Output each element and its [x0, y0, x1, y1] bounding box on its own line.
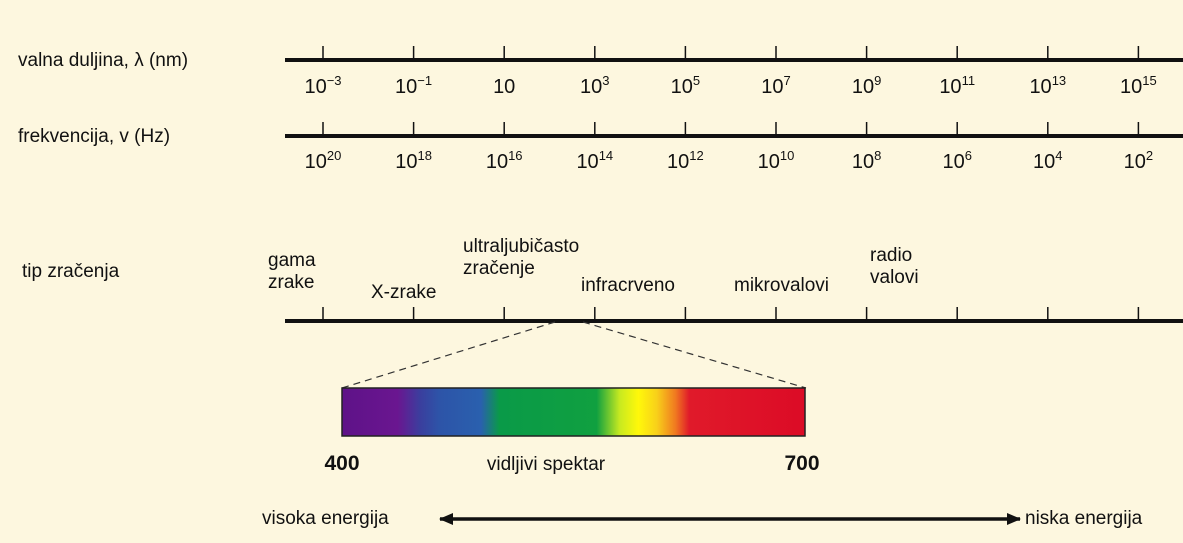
radio-waves-label: radio valovi: [870, 245, 919, 288]
frequency-tick-label-exponent: 20: [326, 148, 342, 163]
radiation-type-row-label: tip zračenja: [22, 261, 120, 282]
wavelength-tick-label: 1015: [1120, 73, 1157, 99]
frequency-tick-label-base: 10: [304, 151, 327, 173]
frequency-tick-label: 1016: [485, 148, 523, 174]
wavelength-tick-label-base: 10: [1120, 76, 1143, 98]
wavelength-tick-label-exponent: 11: [961, 73, 976, 88]
frequency-tick-label-exponent: 2: [1145, 148, 1154, 163]
wavelength-tick-label-exponent: 13: [1051, 73, 1067, 88]
frequency-tick-label-base: 10: [1123, 151, 1146, 173]
frequency-tick-label-exponent: 8: [874, 148, 882, 163]
wavelength-tick-label: 10−1: [395, 73, 433, 99]
wavelength-tick-label-exponent: −3: [326, 73, 342, 88]
frequency-tick-label-base: 10: [757, 151, 780, 173]
frequency-tick-label-base: 10: [667, 151, 690, 173]
frequency-tick-label-base: 10: [395, 151, 418, 173]
frequency-tick-label-exponent: 10: [779, 148, 795, 163]
spectrum-start-wavelength: 400: [324, 452, 360, 475]
frequency-tick-label-exponent: 6: [964, 148, 972, 163]
frequency-tick-label-base: 10: [576, 151, 599, 173]
spectrum-projection-right: [582, 321, 807, 389]
frequency-tick-label: 1014: [576, 148, 614, 174]
frequency-tick-label-exponent: 16: [508, 148, 523, 163]
frequency-tick-label: 1018: [395, 148, 432, 174]
wavelength-tick-label-base: 10: [395, 76, 418, 98]
frequency-tick-label-base: 10: [942, 151, 965, 173]
wavelength-tick-label: 1013: [1029, 73, 1067, 99]
wavelength-tick-label-base: 10: [670, 76, 693, 98]
frequency-tick-label: 104: [1033, 148, 1063, 174]
wavelength-tick-label: 10−3: [304, 73, 342, 99]
high-energy-label: visoka energija: [262, 508, 389, 529]
frequency-tick-label-exponent: 18: [417, 148, 432, 163]
wavelength-tick-label-exponent: −1: [417, 73, 433, 88]
x-rays-label: X-zrake: [371, 282, 437, 303]
wavelength-tick-label: 107: [761, 73, 791, 99]
infrared-label: infracrveno: [581, 275, 675, 296]
wavelength-tick-label-base: 10: [1029, 76, 1052, 98]
wavelength-tick-label-base: 10: [939, 76, 962, 98]
frequency-tick-label-exponent: 12: [689, 148, 704, 163]
wavelength-tick-label-exponent: 9: [874, 73, 882, 88]
low-energy-label: niska energija: [1025, 508, 1143, 529]
wavelength-tick-label-exponent: 7: [783, 73, 791, 88]
frequency-tick-label: 1012: [667, 148, 704, 174]
frequency-tick-label: 106: [942, 148, 972, 174]
spectrum-projection-left: [341, 321, 556, 389]
frequency-tick-label-base: 10: [851, 151, 875, 173]
frequency-tick-label-base: 10: [485, 151, 509, 173]
wavelength-tick-label-exponent: 5: [692, 73, 701, 88]
ultraviolet-label: ultraljubičasto zračenje: [463, 236, 580, 279]
visible-spectrum-bar: [341, 387, 806, 437]
frequency-tick-label-base: 10: [1033, 151, 1056, 173]
gamma-rays-label: gama zrake: [268, 250, 316, 293]
microwaves-label: mikrovalovi: [734, 275, 830, 296]
wavelength-tick-label: 109: [851, 73, 882, 99]
frequency-row-label: frekvencija, v (Hz): [18, 126, 171, 147]
wavelength-tick-label: 103: [580, 73, 610, 99]
wavelength-tick-label: 10: [493, 76, 515, 99]
wavelength-tick-label-exponent: 15: [1142, 73, 1157, 88]
wavelength-tick-label-exponent: 3: [602, 73, 610, 88]
frequency-tick-label: 102: [1123, 148, 1154, 174]
wavelength-tick-label-base: 10: [580, 76, 603, 98]
wavelength-tick-label-base: 10: [761, 76, 784, 98]
spectrum-end-wavelength: 700: [784, 452, 820, 475]
frequency-tick-label-exponent: 4: [1055, 148, 1063, 163]
tick-marks: [322, 46, 1140, 321]
wavelength-tick-label-base: 10: [851, 76, 875, 98]
wavelength-tick-label: 105: [670, 73, 701, 99]
wavelength-tick-label-base: 10: [493, 76, 516, 98]
frequency-tick-label: 108: [851, 148, 882, 174]
frequency-tick-label: 1020: [304, 148, 342, 174]
wavelength-tick-label: 1011: [939, 73, 976, 99]
wavelength-tick-label-base: 10: [304, 76, 327, 98]
frequency-tick-label: 1010: [757, 148, 795, 174]
wavelength-row-label: valna duljina, λ (nm): [18, 50, 189, 71]
visible-spectrum-title: vidljivi spektar: [486, 454, 606, 475]
frequency-tick-label-exponent: 14: [598, 148, 614, 163]
